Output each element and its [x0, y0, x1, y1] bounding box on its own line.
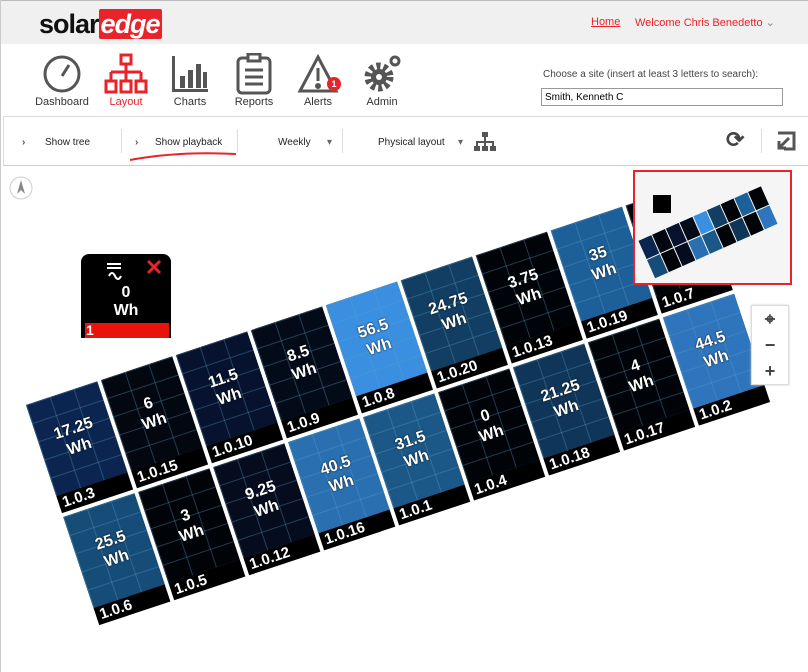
welcome-text: Welcome Chris Benedetto — [635, 17, 763, 29]
layout-mode-select[interactable]: Physical layout — [378, 137, 445, 148]
nav-layout[interactable]: Layout — [95, 52, 157, 108]
clipboard-icon — [223, 52, 285, 96]
site-search-label: Choose a site (insert at least 3 letters… — [543, 69, 759, 80]
minimap-inverter — [653, 195, 671, 213]
home-link[interactable]: Home — [591, 16, 621, 28]
north-compass-icon — [9, 176, 33, 200]
error-x-icon — [146, 259, 162, 275]
show-tree-button[interactable]: Show tree — [45, 137, 91, 148]
layout-canvas[interactable] — [3, 166, 808, 672]
minimap[interactable] — [633, 170, 792, 285]
chevron-down-icon: ⌄ — [765, 17, 775, 29]
layout-toolbar: › Show tree › Show playback Weekly ▾ Phy… — [3, 116, 808, 166]
gauge-icon — [31, 52, 93, 96]
export-icon[interactable] — [775, 130, 797, 152]
alert-badge: 1 — [327, 77, 341, 91]
dropdown-arrow-icon[interactable]: ▾ — [327, 137, 333, 148]
site-search-input[interactable] — [541, 88, 783, 106]
chevron-right-icon: › — [135, 137, 139, 148]
nav-dashboard[interactable]: Dashboard — [31, 52, 93, 108]
zoom-controls: ⌖ − + — [751, 305, 789, 385]
recenter-icon[interactable]: ⌖ — [764, 309, 776, 329]
zoom-out-button[interactable]: − — [764, 335, 776, 355]
show-playback-button[interactable]: Show playback — [155, 137, 223, 148]
logical-tree-icon[interactable] — [474, 131, 496, 153]
inverter-id: 1 — [85, 323, 169, 338]
inverter-1[interactable]: 0 Wh 1 — [81, 254, 171, 338]
gears-icon — [351, 52, 413, 96]
nav-alerts[interactable]: 1 Alerts — [287, 52, 349, 108]
inverter-value: 0 — [121, 284, 131, 301]
layout-tree-icon — [95, 52, 157, 96]
zoom-in-button[interactable]: + — [764, 361, 776, 381]
chevron-right-icon: › — [22, 137, 26, 148]
inverter-unit: Wh — [113, 302, 139, 319]
nav-admin[interactable]: Admin — [351, 52, 413, 108]
warning-icon: 1 — [287, 52, 349, 96]
refresh-icon[interactable]: ⟳ — [726, 127, 745, 152]
nav-charts[interactable]: Charts — [159, 52, 221, 108]
period-select[interactable]: Weekly — [278, 137, 311, 148]
bar-chart-icon — [159, 52, 221, 96]
user-menu[interactable]: Welcome Chris Benedetto ⌄ — [635, 16, 775, 29]
nav-reports[interactable]: Reports — [223, 52, 285, 108]
top-bar: solaredge Home Welcome Chris Benedetto ⌄ — [1, 0, 808, 44]
dropdown-arrow-icon: ▾ — [458, 137, 464, 148]
red-underline-annotation — [129, 152, 237, 161]
dc-ac-icon — [107, 263, 122, 280]
solaredge-logo[interactable]: solaredge — [39, 9, 162, 39]
